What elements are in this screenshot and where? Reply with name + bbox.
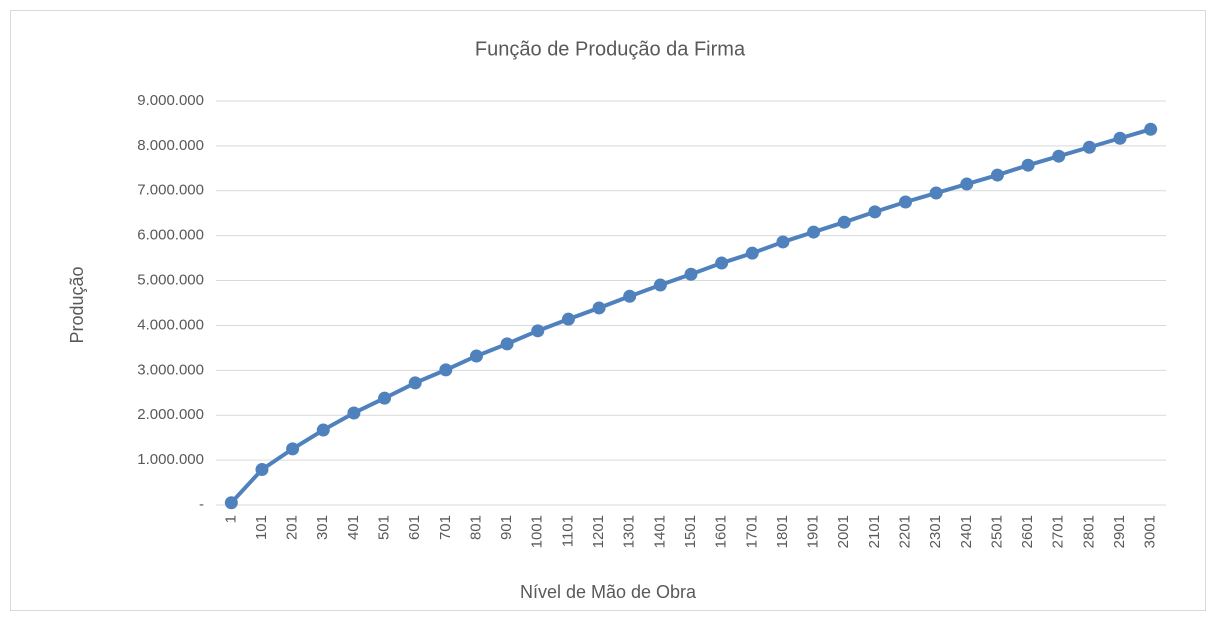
x-tick-label: 2801 (1080, 515, 1097, 548)
x-tick-label: 901 (498, 515, 515, 540)
x-tick-label: 501 (376, 515, 393, 540)
chart-frame (10, 10, 1206, 611)
marker (439, 363, 453, 377)
y-tick-label: 5.000.000 (137, 272, 204, 289)
x-tick-label: 1 (222, 515, 239, 523)
marker (561, 312, 575, 326)
marker (868, 205, 882, 219)
marker (929, 186, 943, 200)
y-tick-label: - (199, 496, 204, 513)
x-tick-label: 1801 (774, 515, 791, 548)
x-tick-label: 2301 (927, 515, 944, 548)
marker (960, 177, 974, 191)
marker (990, 168, 1004, 182)
x-tick-label: 801 (467, 515, 484, 540)
marker (1021, 158, 1035, 172)
x-tick-label: 2901 (1111, 515, 1128, 548)
x-tick-label: 2701 (1050, 515, 1067, 548)
y-tick-label: 4.000.000 (137, 316, 204, 333)
x-tick-label: 1701 (743, 515, 760, 548)
marker (1144, 122, 1158, 136)
x-tick-label: 2001 (835, 515, 852, 548)
y-tick-label: 3.000.000 (137, 361, 204, 378)
y-axis-label: Produção (67, 266, 87, 343)
marker (837, 215, 851, 229)
marker (500, 337, 514, 351)
x-tick-label: 1301 (621, 515, 638, 548)
marker (899, 195, 913, 209)
marker (684, 267, 698, 281)
marker (469, 349, 483, 363)
x-tick-label: 1901 (805, 515, 822, 548)
x-tick-label: 2101 (866, 515, 883, 548)
x-tick-label: 1601 (713, 515, 730, 548)
x-tick-label: 101 (253, 515, 270, 540)
marker (745, 246, 759, 260)
marker (255, 463, 269, 477)
marker (776, 235, 790, 249)
x-tick-label: 601 (406, 515, 423, 540)
y-tick-label: 1.000.000 (137, 451, 204, 468)
x-tick-label: 201 (284, 515, 301, 540)
y-tick-label: 7.000.000 (137, 182, 204, 199)
x-tick-label: 401 (345, 515, 362, 540)
marker (224, 496, 238, 510)
marker (378, 391, 392, 405)
marker (347, 406, 361, 420)
marker (286, 442, 300, 456)
y-tick-label: 8.000.000 (137, 137, 204, 154)
x-tick-label: 1501 (682, 515, 699, 548)
x-axis-label: Nível de Mão de Obra (520, 582, 697, 602)
marker (1113, 131, 1127, 145)
marker (1052, 149, 1066, 163)
marker (623, 289, 637, 303)
x-tick-label: 1101 (559, 515, 576, 547)
chart-title: Função de Produção da Firma (475, 38, 746, 60)
x-tick-label: 2601 (1019, 515, 1036, 548)
marker (653, 278, 667, 292)
x-tick-label: 1401 (651, 515, 668, 548)
x-tick-label: 701 (437, 515, 454, 540)
marker (715, 256, 729, 270)
marker (807, 225, 821, 239)
marker (592, 301, 606, 315)
x-tick-label: 1201 (590, 515, 607, 548)
marker (408, 376, 422, 390)
x-tick-label: 3001 (1142, 515, 1159, 548)
marker (531, 324, 545, 338)
x-tick-label: 2201 (896, 515, 913, 548)
y-tick-label: 2.000.000 (137, 406, 204, 423)
marker (1082, 140, 1096, 154)
x-tick-label: 2501 (988, 515, 1005, 548)
y-tick-label: 9.000.000 (137, 92, 204, 109)
x-tick-label: 1001 (529, 515, 546, 548)
y-tick-label: 6.000.000 (137, 227, 204, 244)
x-tick-label: 2401 (958, 515, 975, 548)
marker (316, 423, 330, 437)
x-tick-label: 301 (314, 515, 331, 540)
